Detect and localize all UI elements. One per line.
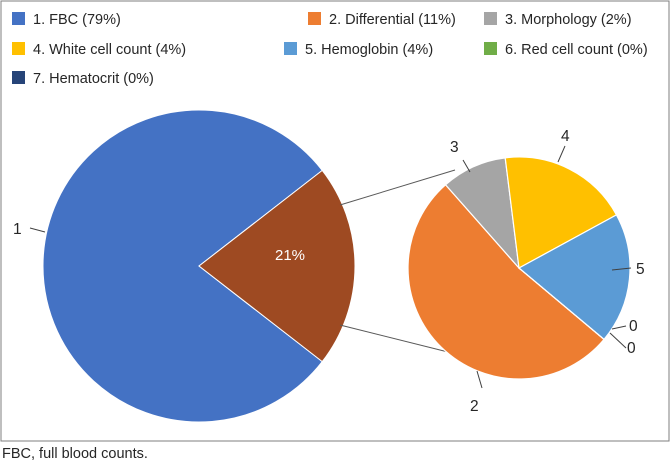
leader-line-5: [611, 267, 632, 271]
leader-line-6: [611, 325, 627, 330]
legend-label-red-cell: 6. Red cell count (0%): [505, 42, 648, 58]
callout-6: 0: [629, 318, 638, 335]
legend-label-morphology: 3. Morphology (2%): [505, 12, 632, 28]
callout-5: 5: [636, 261, 645, 278]
legend-label-hematocrit: 7. Hematocrit (0%): [33, 71, 154, 87]
legend-swatch-morphology: [484, 12, 497, 25]
callout-4: 4: [561, 128, 570, 145]
connector-line-bottom: [339, 324, 449, 353]
legend-label-white-cell: 4. White cell count (4%): [33, 42, 186, 58]
leader-line-7: [609, 332, 627, 349]
pie-slice-other: [198, 169, 356, 363]
leader-line-2: [476, 370, 483, 389]
legend-label-differential: 2. Differential (11%): [329, 12, 456, 28]
pie-slice-hemoglobin: [517, 214, 631, 341]
legend-swatch-hemoglobin: [284, 42, 297, 55]
pie-slice-hematocrit: [518, 267, 605, 341]
callout-2: 2: [470, 398, 479, 415]
main-pie: 21%: [42, 109, 356, 423]
legend-swatch-white-cell: [12, 42, 25, 55]
connector-line-top: [339, 169, 456, 206]
callout-7: 0: [627, 340, 636, 357]
figure-caption: FBC, full blood counts.: [2, 446, 148, 462]
legend-label-fbc: 1. FBC (79%): [33, 12, 121, 28]
leader-line-3: [462, 159, 471, 173]
leader-line-1: [29, 227, 46, 233]
pie-slice-differential: [407, 183, 605, 380]
legend-swatch-hematocrit: [12, 71, 25, 84]
callout-1: 1: [13, 221, 22, 238]
callout-labels: 1 2 3 4 5 0 0: [13, 128, 645, 415]
callout-leaders: [29, 145, 632, 389]
pie-slice-white-cell: [504, 156, 618, 269]
callout-3: 3: [450, 139, 459, 156]
legend: 1. FBC (79%) 2. Differential (11%) 3. Mo…: [12, 12, 648, 87]
pie-slice-fbc: [42, 109, 323, 423]
legend-swatch-fbc: [12, 12, 25, 25]
legend-swatch-differential: [308, 12, 321, 25]
legend-label-hemoglobin: 5. Hemoglobin (4%): [305, 42, 433, 58]
legend-swatch-red-cell: [484, 42, 497, 55]
secondary-pie: [407, 156, 631, 380]
leader-line-4: [557, 145, 566, 163]
other-percent-label: 21%: [275, 247, 305, 264]
